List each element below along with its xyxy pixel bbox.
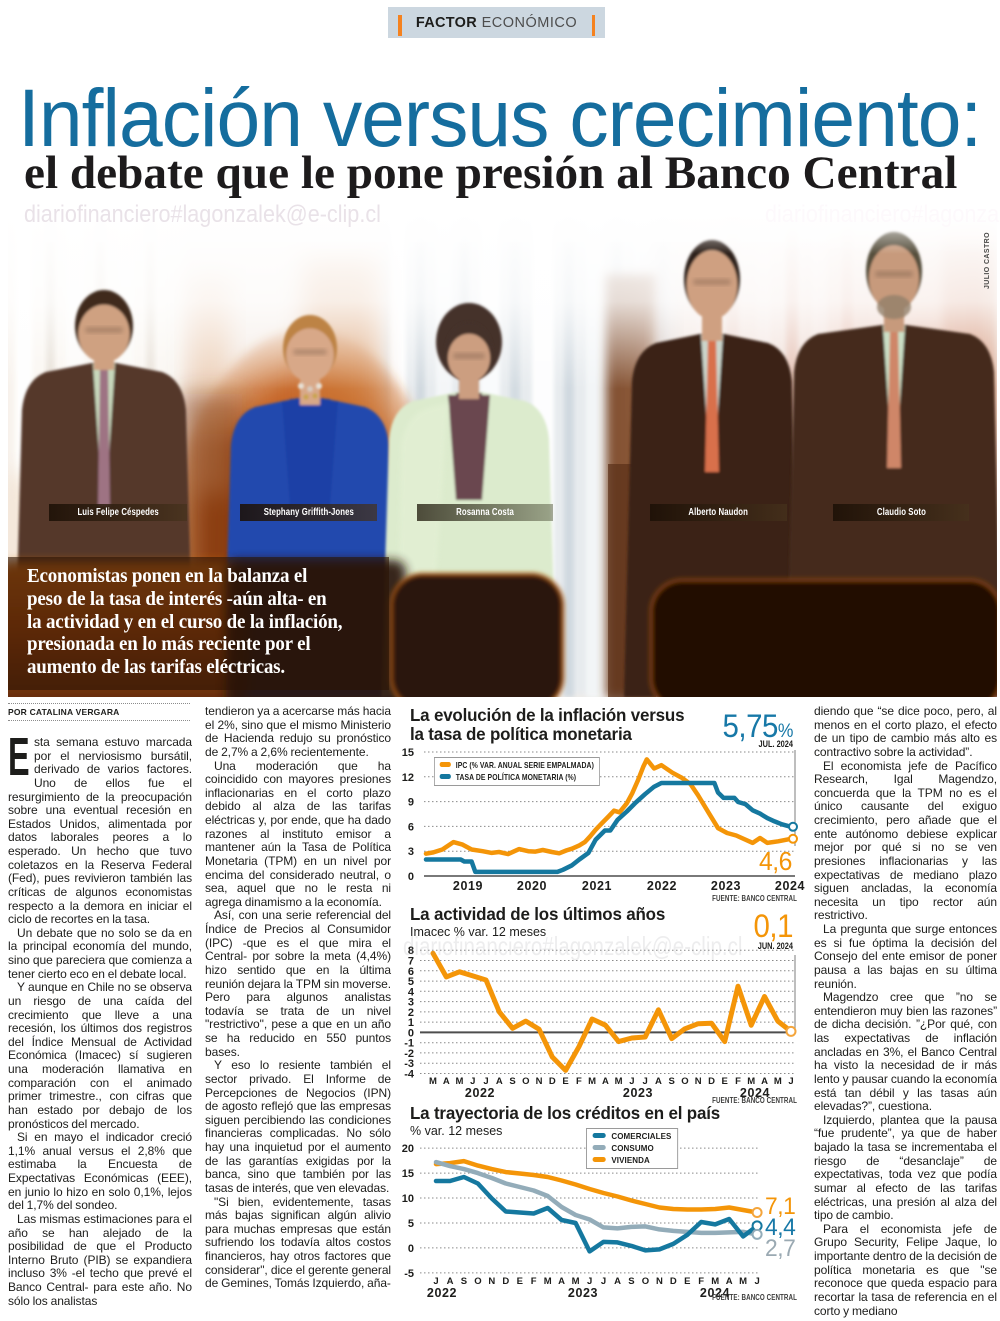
svg-text:J: J bbox=[483, 1076, 488, 1087]
svg-text:6: 6 bbox=[408, 821, 414, 833]
svg-text:J: J bbox=[643, 1076, 648, 1087]
svg-text:3: 3 bbox=[408, 846, 414, 858]
svg-text:D: D bbox=[708, 1076, 715, 1087]
svg-text:F: F bbox=[735, 1076, 741, 1087]
svg-text:E: E bbox=[722, 1076, 728, 1087]
svg-text:M: M bbox=[544, 1276, 552, 1287]
svg-text:5: 5 bbox=[408, 976, 414, 988]
svg-text:2023: 2023 bbox=[568, 1286, 598, 1300]
svg-text:M: M bbox=[615, 1076, 623, 1087]
svg-text:J: J bbox=[433, 1276, 438, 1287]
svg-text:A: A bbox=[447, 1276, 454, 1287]
svg-text:M: M bbox=[711, 1276, 719, 1287]
svg-text:5: 5 bbox=[408, 1218, 414, 1230]
svg-text:2022: 2022 bbox=[647, 879, 677, 893]
svg-text:N: N bbox=[488, 1276, 495, 1287]
svg-text:E: E bbox=[517, 1276, 523, 1287]
svg-text:N: N bbox=[695, 1076, 702, 1087]
svg-text:-5: -5 bbox=[404, 1268, 414, 1280]
svg-text:O: O bbox=[522, 1076, 529, 1087]
svg-text:J: J bbox=[587, 1276, 592, 1287]
svg-text:2019: 2019 bbox=[453, 879, 483, 893]
svg-text:15: 15 bbox=[402, 747, 414, 759]
svg-text:0: 0 bbox=[408, 871, 414, 883]
svg-text:2024: 2024 bbox=[700, 1286, 730, 1300]
svg-text:D: D bbox=[502, 1276, 509, 1287]
svg-text:7: 7 bbox=[408, 956, 414, 968]
svg-text:J: J bbox=[754, 1276, 759, 1287]
svg-text:10: 10 bbox=[402, 1193, 414, 1205]
svg-text:A: A bbox=[761, 1076, 768, 1087]
svg-text:O: O bbox=[642, 1276, 649, 1287]
svg-text:2020: 2020 bbox=[517, 879, 547, 893]
svg-text:N: N bbox=[536, 1076, 543, 1087]
svg-text:-1: -1 bbox=[404, 1038, 414, 1050]
svg-text:2022: 2022 bbox=[465, 1086, 495, 1100]
svg-text:J: J bbox=[470, 1076, 475, 1087]
svg-text:S: S bbox=[461, 1276, 467, 1287]
svg-text:S: S bbox=[509, 1076, 515, 1087]
svg-text:F: F bbox=[531, 1276, 537, 1287]
svg-text:J: J bbox=[601, 1276, 606, 1287]
svg-text:A: A bbox=[602, 1076, 609, 1087]
svg-text:M: M bbox=[456, 1076, 464, 1087]
svg-text:2024: 2024 bbox=[775, 879, 805, 893]
svg-text:2022: 2022 bbox=[427, 1286, 457, 1300]
svg-text:-3: -3 bbox=[404, 1058, 414, 1070]
svg-text:M: M bbox=[774, 1076, 782, 1087]
svg-text:J: J bbox=[788, 1076, 793, 1087]
svg-text:A: A bbox=[496, 1076, 503, 1087]
svg-text:-2: -2 bbox=[404, 1048, 414, 1060]
svg-text:20: 20 bbox=[402, 1143, 414, 1155]
svg-text:2: 2 bbox=[408, 1007, 414, 1019]
svg-text:F: F bbox=[698, 1276, 704, 1287]
svg-text:0: 0 bbox=[408, 1027, 414, 1039]
svg-text:2023: 2023 bbox=[623, 1086, 653, 1100]
svg-text:2021: 2021 bbox=[582, 879, 612, 893]
svg-text:O: O bbox=[474, 1276, 481, 1287]
svg-text:9: 9 bbox=[408, 797, 414, 809]
svg-text:M: M bbox=[588, 1076, 596, 1087]
svg-text:D: D bbox=[549, 1076, 556, 1087]
svg-text:A: A bbox=[614, 1276, 621, 1287]
svg-text:J: J bbox=[629, 1076, 634, 1087]
svg-text:2024: 2024 bbox=[740, 1086, 770, 1100]
svg-text:S: S bbox=[628, 1276, 634, 1287]
svg-text:O: O bbox=[681, 1076, 688, 1087]
svg-text:8: 8 bbox=[408, 945, 414, 957]
svg-text:-4: -4 bbox=[404, 1069, 415, 1081]
svg-text:6: 6 bbox=[408, 966, 414, 978]
svg-text:A: A bbox=[443, 1076, 450, 1087]
svg-text:N: N bbox=[656, 1276, 663, 1287]
svg-text:A: A bbox=[655, 1076, 662, 1087]
svg-text:4: 4 bbox=[408, 986, 415, 998]
svg-text:E: E bbox=[562, 1076, 568, 1087]
svg-text:12: 12 bbox=[402, 772, 414, 784]
svg-text:A: A bbox=[726, 1276, 733, 1287]
svg-text:1: 1 bbox=[408, 1017, 414, 1029]
svg-text:A: A bbox=[558, 1276, 565, 1287]
svg-text:15: 15 bbox=[402, 1168, 414, 1180]
svg-text:M: M bbox=[747, 1076, 755, 1087]
svg-text:M: M bbox=[739, 1276, 747, 1287]
svg-text:E: E bbox=[684, 1276, 690, 1287]
svg-text:F: F bbox=[576, 1076, 582, 1087]
svg-text:D: D bbox=[670, 1276, 677, 1287]
svg-text:S: S bbox=[669, 1076, 675, 1087]
svg-text:0: 0 bbox=[408, 1243, 414, 1255]
svg-text:M: M bbox=[429, 1076, 437, 1087]
svg-text:3: 3 bbox=[408, 997, 414, 1009]
svg-text:M: M bbox=[572, 1276, 580, 1287]
svg-text:2023: 2023 bbox=[711, 879, 741, 893]
